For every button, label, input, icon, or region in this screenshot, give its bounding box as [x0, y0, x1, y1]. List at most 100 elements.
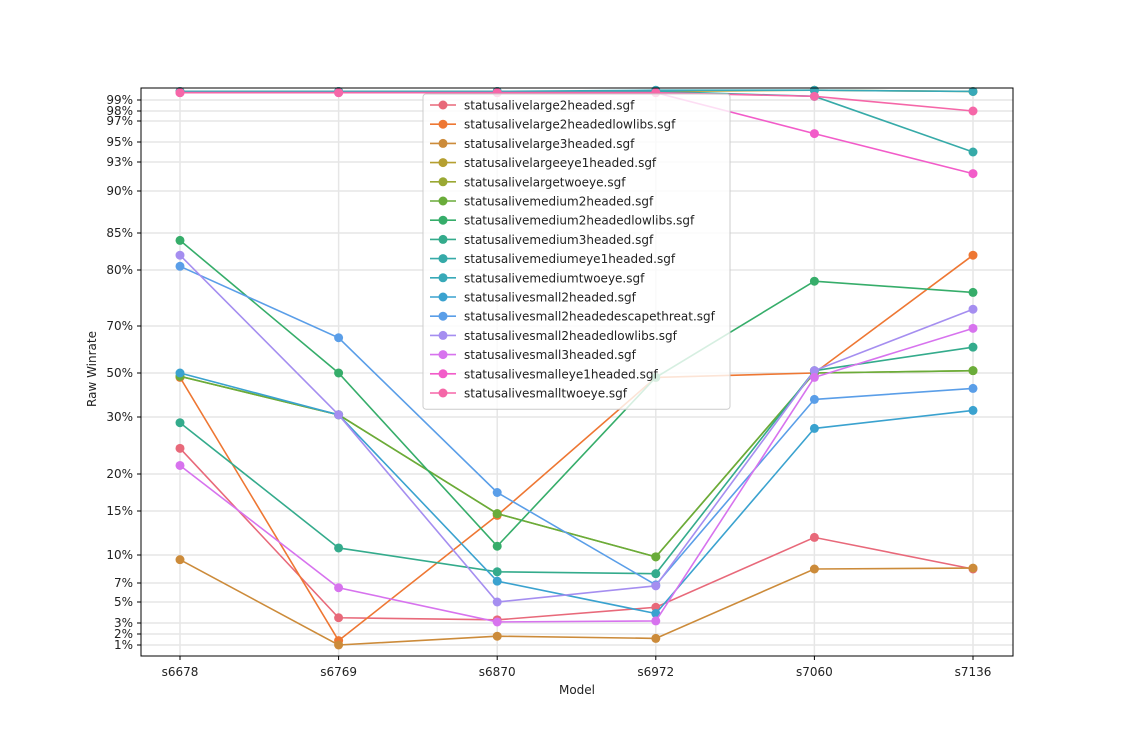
legend-item: statusalivelargetwoeye.sgf	[430, 175, 626, 189]
data-point	[968, 106, 978, 116]
series-line	[179, 558, 974, 646]
y-tick-label: 30%	[106, 410, 133, 424]
y-tick-label: 10%	[106, 548, 133, 562]
series-line	[179, 239, 974, 548]
y-tick-label: 93%	[106, 155, 133, 169]
legend-marker	[438, 158, 448, 168]
legend-label: statusalivesmall2headed.sgf	[464, 291, 637, 305]
data-point	[968, 383, 978, 393]
legend-label: statusalivelarge2headedlowlibs.sgf	[464, 118, 676, 132]
data-point	[968, 287, 978, 297]
legend-item: statusalivelarge3headed.sgf	[430, 137, 635, 151]
data-point	[334, 88, 344, 98]
y-tick-label: 7%	[114, 576, 133, 590]
data-point	[175, 250, 185, 260]
y-tick-label: 70%	[106, 319, 133, 333]
data-point	[492, 488, 502, 497]
series-line	[179, 346, 974, 575]
series-statusalivemedium3headed	[175, 342, 978, 579]
legend-label: statusalivelarge2headed.sgf	[464, 99, 635, 113]
legend-marker	[438, 138, 448, 148]
y-tick-label: 15%	[106, 504, 133, 518]
data-point	[651, 602, 661, 612]
legend-marker	[438, 254, 448, 264]
data-point	[968, 169, 978, 179]
legend-item: statusalivesmall2headedlowlibs.sgf	[430, 329, 678, 343]
y-axis-label: Raw Winrate	[85, 331, 99, 407]
legend-item: statusalivesmall3headed.sgf	[430, 348, 637, 362]
series-statusalivelarge3headed	[175, 555, 978, 650]
legend-item: statusalivesmalleye1headed.sgf	[430, 367, 658, 381]
data-point	[492, 576, 502, 586]
data-point	[968, 366, 978, 376]
legend-marker	[438, 388, 448, 398]
legend-item: statusalivesmall2headed.sgf	[430, 291, 637, 305]
data-point	[175, 88, 185, 98]
data-point	[492, 567, 502, 577]
x-tick-label: s7060	[796, 665, 833, 679]
legend-marker	[438, 369, 448, 379]
data-point	[968, 250, 978, 260]
series-line	[179, 372, 974, 615]
data-point	[334, 640, 344, 650]
legend-item: statusalivelarge2headed.sgf	[430, 99, 635, 113]
plot-frame	[140, 87, 1014, 657]
legend-label: statusalivesmalltwoeye.sgf	[464, 387, 628, 401]
legend-label: statusalivelarge3headed.sgf	[464, 137, 635, 151]
data-point	[175, 555, 185, 565]
legend-label: statusalivelargeeye1headed.sgf	[464, 156, 657, 170]
legend-item: statusalivemedium2headedlowlibs.sgf	[430, 214, 695, 228]
y-tick-label: 2%	[114, 627, 133, 641]
legend-label: statusalivesmall2headedescapethreat.sgf	[464, 310, 716, 324]
data-point	[334, 613, 344, 623]
legend-item: statusalivesmall2headedescapethreat.sgf	[430, 310, 716, 324]
legend-marker	[438, 273, 448, 283]
data-point	[651, 552, 661, 562]
data-point	[334, 333, 344, 343]
y-tick-label: 85%	[106, 226, 133, 240]
data-point	[492, 509, 502, 519]
series-layer	[175, 85, 978, 650]
data-point	[334, 368, 344, 378]
data-point	[334, 543, 344, 553]
data-point	[968, 304, 978, 314]
y-axis: 1%2%3% 5% 7% 10% 15% 20% 30% 50% 70% 80% 85% 90% 93%…	[106, 93, 141, 652]
legend-marker	[438, 119, 448, 129]
data-point	[809, 372, 819, 382]
legend-item: statusalivemedium3headed.sgf	[430, 233, 654, 247]
y-tick-label: 98%	[106, 104, 133, 118]
data-point	[492, 617, 502, 627]
series-line	[179, 327, 974, 623]
y-tick-label: 3%	[114, 616, 133, 630]
x-tick-label: s6769	[320, 665, 357, 679]
x-tick-label: s6972	[637, 665, 674, 679]
legend-item: statusalivemedium2headed.sgf	[430, 195, 654, 209]
y-tick-label: 97%	[106, 114, 133, 128]
data-point	[651, 616, 661, 626]
legend-box	[422, 93, 731, 410]
data-point	[968, 147, 978, 157]
y-tick-label: 99%	[106, 93, 133, 107]
data-point	[809, 423, 819, 433]
data-point	[651, 569, 661, 579]
data-point	[334, 410, 344, 420]
y-tick-label: 5%	[114, 595, 133, 609]
legend-item: statusalivelargeeye1headed.sgf	[430, 156, 657, 170]
data-point	[968, 563, 978, 573]
data-point	[175, 418, 185, 428]
legend-label: statusalivesmall2headedlowlibs.sgf	[464, 329, 678, 343]
x-tick-label: s6870	[479, 665, 516, 679]
data-point	[651, 609, 661, 619]
data-point	[175, 460, 185, 470]
series-statusalivesmall2headedlowlibs	[175, 250, 978, 607]
data-point	[968, 342, 978, 352]
legend-marker	[438, 100, 448, 110]
legend-label: statusalivelargetwoeye.sgf	[464, 175, 626, 189]
legend-label: statusalivemediumtwoeye.sgf	[464, 271, 645, 285]
series-statusalivesmall3headed	[175, 323, 978, 627]
data-point	[334, 583, 344, 593]
data-point	[492, 541, 502, 551]
data-point	[651, 633, 661, 643]
data-point	[809, 276, 819, 286]
x-tick-label: s6678	[162, 665, 199, 679]
